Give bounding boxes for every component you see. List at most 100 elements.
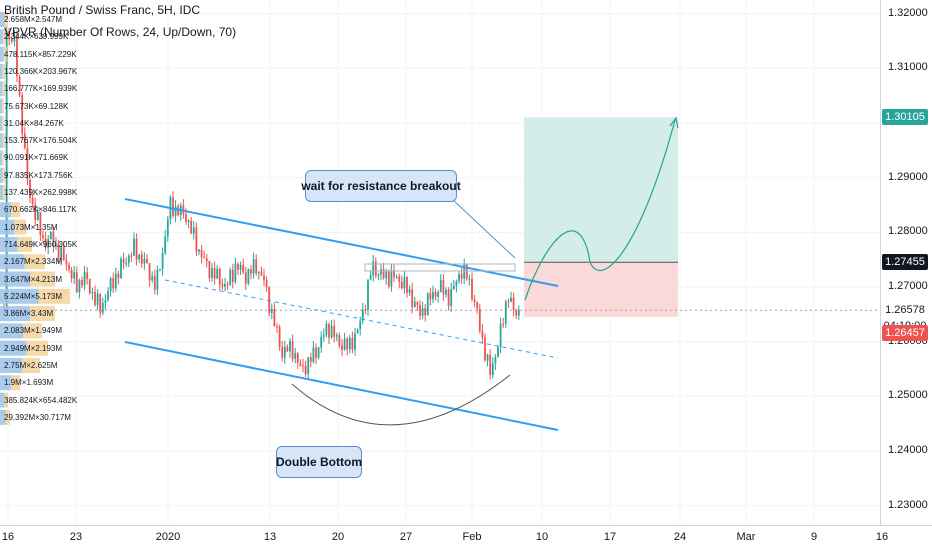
- candle-body: [263, 275, 265, 281]
- candle-body: [346, 338, 349, 350]
- candle-body: [185, 213, 187, 222]
- volume-bar-up: [0, 288, 39, 304]
- candle-body: [278, 326, 281, 347]
- candle-body: [192, 227, 195, 234]
- candle-body: [101, 302, 104, 313]
- volume-profile-label: 714.649K×960.305K: [4, 239, 78, 249]
- candle-body: [393, 270, 395, 277]
- candle-body: [268, 287, 271, 313]
- candle-body: [478, 308, 481, 331]
- resistance-price-badge: 1.27455: [882, 254, 928, 271]
- candle-body: [203, 257, 206, 259]
- candle-body: [273, 308, 276, 327]
- volume-bar-down: [3, 29, 6, 45]
- candle-body: [229, 269, 232, 285]
- candle-body: [424, 308, 427, 316]
- candle-body: [341, 345, 343, 351]
- volume-bar-down: [3, 185, 6, 200]
- candle-body: [91, 291, 94, 294]
- volume-profile-label: 3.647M×4.213M: [4, 274, 63, 284]
- candle-body: [182, 205, 185, 214]
- volume-bar-up: [0, 340, 27, 356]
- candle-body: [75, 272, 78, 293]
- candle-body: [257, 271, 260, 274]
- projection-arrow-icon: [669, 116, 679, 129]
- candle-body: [296, 353, 299, 364]
- last-price-badge: 1.26578: [882, 302, 928, 319]
- candle-body: [356, 329, 359, 334]
- volume-bar-up: [0, 254, 25, 270]
- candle-body: [120, 258, 122, 279]
- candle-body: [237, 263, 239, 270]
- volume-bar-down: [22, 358, 40, 373]
- candle-body: [507, 301, 510, 303]
- candle-body: [16, 36, 18, 77]
- time-tick: 24: [673, 531, 687, 543]
- candle-body: [450, 288, 453, 306]
- candle-body: [244, 272, 247, 284]
- candle-body: [99, 293, 102, 313]
- candle-body: [455, 281, 458, 286]
- volume-bar-down: [14, 219, 26, 235]
- volume-bar-up: [0, 98, 3, 114]
- candle-body: [70, 269, 73, 279]
- volume-bar-down: [11, 202, 20, 218]
- candle-body: [439, 280, 442, 292]
- candle-body: [468, 278, 471, 280]
- candle-body: [320, 336, 323, 348]
- time-axis[interactable]: [0, 525, 932, 551]
- volume-bar-up: [0, 323, 24, 339]
- candle-body: [348, 337, 351, 350]
- candle-body: [330, 325, 333, 338]
- candle-body: [187, 220, 190, 222]
- candle-body: [400, 281, 403, 289]
- volume-bar-down: [2, 81, 5, 97]
- volume-bar-down: [5, 409, 10, 425]
- time-tick: 9: [810, 531, 818, 543]
- candle-body: [408, 289, 411, 293]
- candle-body: [429, 293, 432, 300]
- volume-bar-up: [0, 392, 5, 408]
- candle-body: [458, 274, 460, 282]
- volume-profile-label: 478.115K×857.229K: [4, 49, 77, 59]
- candle-body: [216, 268, 219, 279]
- candle-body: [23, 133, 26, 148]
- candle-body: [31, 197, 34, 205]
- volume-profile-label: 75.673K×69.128K: [4, 101, 69, 111]
- volume-bar-down: [23, 323, 42, 339]
- candle-body: [309, 357, 312, 362]
- candle-body: [406, 277, 408, 293]
- candle-body: [29, 179, 31, 198]
- candle-body: [260, 271, 263, 276]
- volume-bar-down: [2, 133, 5, 149]
- candle-body: [143, 258, 146, 264]
- candle-body: [36, 211, 39, 220]
- mid-channel-line: [164, 279, 559, 359]
- volume-profile-label: 137.439K×262.998K: [4, 188, 78, 197]
- candle-body: [421, 308, 424, 316]
- candle-body: [247, 269, 250, 284]
- candle-body: [515, 310, 518, 316]
- candle-body: [26, 147, 29, 180]
- double-bottom-callout[interactable]: Double Bottom: [276, 446, 362, 478]
- volume-bar-up: [0, 219, 15, 235]
- price-tick: 1.31000: [888, 61, 928, 74]
- candle-body: [447, 289, 450, 306]
- candle-body: [377, 274, 380, 276]
- volume-profile-label: 2.167M×2.334M: [4, 257, 63, 267]
- candle-body: [172, 197, 174, 216]
- time-tick: 20: [331, 531, 345, 543]
- candle-body: [49, 231, 52, 240]
- volume-bar-up: [0, 12, 5, 27]
- candle-body: [242, 264, 245, 273]
- candle-body: [302, 365, 304, 367]
- resistance-callout[interactable]: wait for resistance breakout: [301, 170, 461, 202]
- candle-body: [83, 272, 86, 286]
- candle-body: [364, 309, 367, 311]
- volume-bar-up: [0, 409, 6, 425]
- double-bottom-curve: [291, 374, 511, 426]
- time-tick: Mar: [736, 531, 756, 543]
- price-tick: 1.23000: [888, 498, 928, 511]
- candle-body: [68, 264, 70, 270]
